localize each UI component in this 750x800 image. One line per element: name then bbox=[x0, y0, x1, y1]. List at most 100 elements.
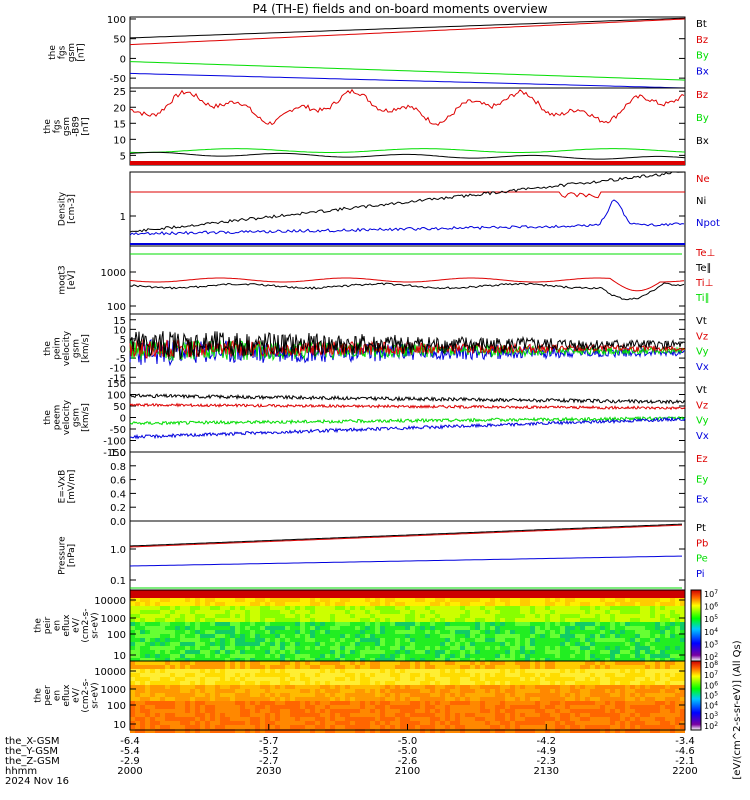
spectrogram-cell bbox=[525, 681, 530, 685]
spectrogram-cell bbox=[230, 669, 235, 673]
spectrogram-cell bbox=[595, 701, 600, 705]
spectrogram-cell bbox=[555, 650, 560, 654]
spectrogram-cell bbox=[500, 646, 505, 650]
spectrogram-cell bbox=[445, 701, 450, 705]
spectrogram-cell bbox=[445, 614, 450, 618]
spectrogram-cell bbox=[420, 598, 425, 602]
spectrogram-cell bbox=[510, 681, 515, 685]
spectrogram-cell bbox=[375, 677, 380, 681]
spectrogram-cell bbox=[365, 697, 370, 701]
spectrogram-cell bbox=[235, 630, 240, 634]
spectrogram-cell bbox=[260, 697, 265, 701]
spectrogram-cell bbox=[135, 638, 140, 642]
ytick-label: 10 bbox=[113, 325, 126, 336]
spectrogram-cell bbox=[485, 709, 490, 713]
spectrogram-cell bbox=[615, 721, 620, 725]
spectrogram-cell bbox=[150, 713, 155, 717]
spectrogram-cell bbox=[465, 673, 470, 677]
spectrogram-cell bbox=[435, 630, 440, 634]
spectrogram-cell bbox=[200, 669, 205, 673]
spectrogram-cell bbox=[130, 610, 135, 614]
spectrogram-cell bbox=[270, 610, 275, 614]
spectrogram-cell bbox=[290, 725, 295, 729]
spectrogram-cell bbox=[520, 594, 525, 598]
spectrogram-cell bbox=[420, 650, 425, 654]
spectrogram-cell bbox=[545, 590, 550, 594]
spectrogram-cell bbox=[340, 594, 345, 598]
spectrogram-cell bbox=[590, 713, 595, 717]
spectrogram-cell bbox=[225, 654, 230, 658]
spectrogram-cell bbox=[545, 689, 550, 693]
spectrogram-cell bbox=[530, 693, 535, 697]
spectrogram-cell bbox=[670, 677, 675, 681]
spectrogram-cell bbox=[380, 661, 385, 665]
spectrogram-cell bbox=[650, 705, 655, 709]
spectrogram-cell bbox=[435, 614, 440, 618]
spectrogram-cell bbox=[285, 685, 290, 689]
spectrogram-cell bbox=[285, 705, 290, 709]
spectrogram-cell bbox=[605, 638, 610, 642]
spectrogram-cell bbox=[250, 610, 255, 614]
spectrogram-cell bbox=[365, 594, 370, 598]
spectrogram-cell bbox=[680, 606, 685, 610]
spectrogram-cell bbox=[225, 701, 230, 705]
spectrogram-cell bbox=[290, 693, 295, 697]
spectrogram-cell bbox=[135, 594, 140, 598]
spectrogram-cell bbox=[525, 598, 530, 602]
spectrogram-cell bbox=[475, 630, 480, 634]
spectrogram-cell bbox=[160, 594, 165, 598]
spectrogram-cell bbox=[465, 697, 470, 701]
spectrogram-cell bbox=[180, 622, 185, 626]
spectrogram-cell bbox=[395, 701, 400, 705]
spectrogram-cell bbox=[525, 717, 530, 721]
spectrogram-cell bbox=[570, 661, 575, 665]
spectrogram-cell bbox=[405, 693, 410, 697]
spectrogram-cell bbox=[330, 717, 335, 721]
ylabel-line: fgs bbox=[53, 119, 63, 133]
spectrogram-cell bbox=[585, 677, 590, 681]
spectrogram-cell bbox=[225, 669, 230, 673]
spectrogram-cell bbox=[190, 610, 195, 614]
spectrogram-cell bbox=[155, 701, 160, 705]
colorbar-tick: 102 bbox=[704, 721, 718, 731]
spectrogram-cell bbox=[360, 638, 365, 642]
spectrogram-cell bbox=[155, 713, 160, 717]
spectrogram-cell bbox=[440, 721, 445, 725]
spectrogram-cell bbox=[415, 646, 420, 650]
spectrogram-cell bbox=[320, 669, 325, 673]
spectrogram-cell bbox=[680, 729, 685, 733]
spectrogram-cell bbox=[600, 602, 605, 606]
spectrogram-cell bbox=[600, 697, 605, 701]
spectrogram-cell bbox=[550, 622, 555, 626]
spectrogram-cell bbox=[315, 689, 320, 693]
spectrogram-cell bbox=[595, 717, 600, 721]
spectrogram-cell bbox=[620, 689, 625, 693]
spectrogram-cell bbox=[510, 689, 515, 693]
spectrogram-cell bbox=[550, 634, 555, 638]
spectrogram-cell bbox=[535, 697, 540, 701]
spectrogram-cell bbox=[355, 614, 360, 618]
spectrogram-cell bbox=[340, 602, 345, 606]
spectrogram-cell bbox=[270, 602, 275, 606]
spectrogram-cell bbox=[375, 626, 380, 630]
spectrogram-cell bbox=[285, 594, 290, 598]
spectrogram-cell bbox=[395, 697, 400, 701]
spectrogram-cell bbox=[605, 721, 610, 725]
spectrogram-cell bbox=[645, 717, 650, 721]
spectrogram-cell bbox=[465, 717, 470, 721]
spectrogram-cell bbox=[495, 721, 500, 725]
spectrogram-cell bbox=[265, 729, 270, 733]
spectrogram-cell bbox=[485, 614, 490, 618]
spectrogram-cell bbox=[220, 590, 225, 594]
spectrogram-cell bbox=[270, 630, 275, 634]
spectrogram-cell bbox=[600, 717, 605, 721]
spectrogram-cell bbox=[380, 642, 385, 646]
legend-entry: By bbox=[696, 51, 709, 62]
spectrogram-cell bbox=[310, 634, 315, 638]
spectrogram-cell bbox=[140, 681, 145, 685]
spectrogram-cell bbox=[395, 689, 400, 693]
spectrogram-cell bbox=[205, 650, 210, 654]
spectrogram-cell bbox=[585, 685, 590, 689]
spectrogram-cell bbox=[610, 661, 615, 665]
